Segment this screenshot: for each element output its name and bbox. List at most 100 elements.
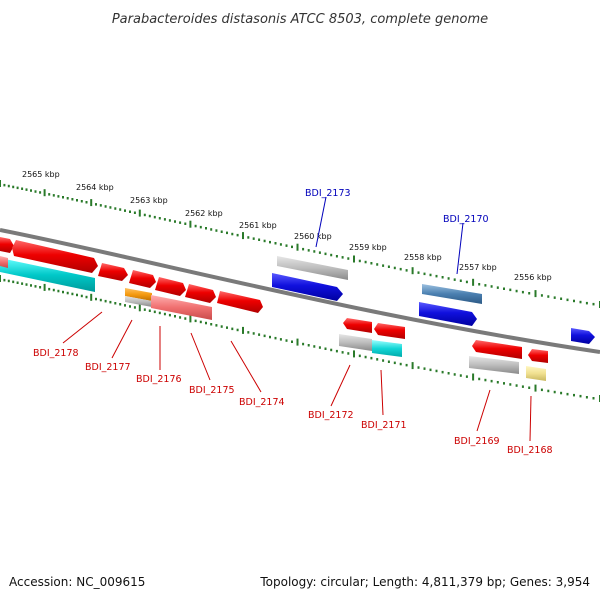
minor-tick [341,256,344,259]
gene-feature[interactable] [125,296,152,307]
gene-label-bdi-2171[interactable]: BDI_2171 [361,420,407,431]
gene-label-bdi-2173[interactable]: BDI_2173 [305,188,351,199]
minor-tick [503,287,505,290]
minor-tick [566,298,569,302]
gene-arrow[interactable] [155,277,186,296]
minor-tick [148,309,151,312]
gene-arrow[interactable] [528,349,548,363]
minor-tick [133,306,136,309]
gene-feature[interactable] [339,334,372,351]
minor-tick [129,210,131,213]
minor-tick [307,249,310,252]
minor-tick [85,201,88,204]
gene-label-bdi-2168[interactable]: BDI_2168 [507,445,553,456]
gene-feature[interactable] [151,295,212,320]
minor-tick [459,279,462,282]
minor-tick [447,372,450,375]
gene-arrow[interactable] [374,323,405,339]
genome-backbone [0,228,600,354]
callout-lines [62,196,532,442]
gene-feature[interactable] [277,256,348,280]
minor-tick [16,186,19,190]
gene-label-bdi-2175[interactable]: BDI_2175 [189,385,235,396]
minor-tick [231,232,234,236]
major-tick [43,283,46,291]
minor-tick [393,266,396,270]
minor-tick [553,296,556,299]
minor-tick [129,305,131,308]
scale-label: 2556 kbp [514,273,552,282]
major-tick [0,180,1,187]
gene-label-bdi-2176[interactable]: BDI_2176 [136,374,182,385]
minor-tick [376,263,379,266]
minor-tick [540,388,543,392]
minor-tick [291,340,293,343]
gene-label-bdi-2177[interactable]: BDI_2177 [85,362,131,373]
minor-tick [393,361,396,365]
gene-arrow-forward[interactable] [571,328,595,344]
minor-tick [279,338,282,341]
gene-feature[interactable] [469,356,519,374]
minor-tick [364,355,367,359]
gene-feature[interactable] [422,284,482,304]
minor-tick [560,391,563,395]
minor-tick [80,294,83,298]
gene-label-bdi-2170[interactable]: BDI_2170 [443,214,489,225]
minor-tick [76,293,78,297]
scale-label: 2561 kbp [239,221,277,230]
gene-arrow[interactable] [129,270,156,288]
minor-tick [71,198,74,201]
minor-tick [114,302,117,305]
gene-arrow-forward[interactable] [419,302,477,326]
minor-tick [405,363,408,367]
major-tick [138,304,141,312]
callout-line [476,389,491,432]
minor-tick [48,287,51,291]
gene-arrow-forward[interactable] [272,273,343,301]
gene-label-bdi-2174[interactable]: BDI_2174 [239,397,285,408]
minor-tick [179,316,182,319]
minor-tick [459,374,462,377]
gene-label-bdi-2172[interactable]: BDI_2172 [308,410,354,421]
gene-feature[interactable] [0,258,95,292]
gene-arrow[interactable] [343,318,372,333]
minor-tick [382,359,385,362]
minor-tick [80,200,83,203]
minor-tick [52,194,55,197]
scale-label: 2563 kbp [130,196,168,205]
minor-tick [347,352,350,355]
minor-tick [566,392,569,396]
minor-tick [441,276,444,279]
gene-label-bdi-2169[interactable]: BDI_2169 [454,436,500,447]
gene-feature[interactable] [372,340,402,357]
callout-line [190,332,211,381]
scale-label: 2559 kbp [349,243,387,252]
scale-label: 2565 kbp [22,170,60,179]
minor-tick [12,185,15,189]
minor-tick [133,211,136,214]
gene-arrow[interactable] [185,284,216,303]
minor-tick [465,280,468,284]
minor-tick [194,319,197,323]
gene-arrow[interactable] [12,240,98,273]
gene-arrow[interactable] [0,237,14,253]
minor-tick [174,220,176,223]
minor-tick [528,292,531,295]
minor-tick [330,348,333,352]
gene-arrow[interactable] [217,291,263,313]
minor-tick [318,346,321,349]
minor-tick [109,300,112,304]
major-tick [242,326,244,334]
major-tick [534,290,537,298]
major-tick [242,232,244,240]
gene-label-bdi-2178[interactable]: BDI_2178 [33,348,79,359]
minor-tick [484,378,487,382]
gene-arrow[interactable] [98,263,128,281]
gene-feature[interactable] [0,256,8,268]
minor-tick [57,195,60,198]
minor-tick [435,369,438,373]
minor-tick [215,324,218,327]
gene-feature[interactable] [526,366,546,381]
gene-feature[interactable] [125,288,152,301]
gene-arrow[interactable] [472,340,522,359]
